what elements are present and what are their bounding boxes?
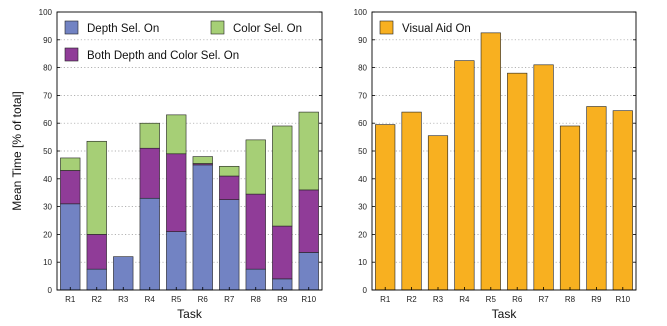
bar-segment (139, 122, 160, 149)
legend-label: Visual Aid On (402, 23, 471, 35)
bar-segment (113, 256, 134, 291)
bar-segment (192, 164, 213, 291)
bar-segment (245, 139, 266, 195)
bar-segment (427, 135, 449, 291)
bar-segment (166, 153, 187, 232)
bar-segment (219, 165, 240, 177)
y-tick-label: 20 (43, 230, 52, 239)
y-tick-label: 50 (43, 147, 52, 156)
y-tick-label: 20 (358, 230, 367, 239)
y-tick-label: 80 (43, 64, 52, 73)
x-tick-label: R5 (486, 295, 497, 304)
x-axis-label: Task (492, 307, 518, 321)
legend-label: Color Sel. On (233, 23, 302, 35)
y-tick-label: 90 (358, 36, 367, 45)
bar-segment (507, 72, 528, 291)
x-tick-label: R9 (591, 295, 602, 304)
x-tick-label: R1 (380, 295, 391, 304)
y-tick-label: 90 (43, 36, 52, 45)
bar-segment (480, 32, 501, 291)
bar-segment (192, 156, 213, 164)
legend: Depth Sel. On Color Sel. On Both Depth and… (64, 20, 302, 62)
bar-segment (60, 203, 81, 291)
bar-segment (454, 60, 475, 291)
legend: Visual Aid On (379, 20, 471, 35)
legend-swatch (210, 20, 225, 35)
legend-label: Depth Sel. On (87, 23, 159, 35)
bar-segment (272, 125, 293, 227)
bar-segment (166, 231, 187, 291)
legend-label: Both Depth and Color Sel. On (87, 50, 239, 62)
plot-frame (371, 11, 637, 291)
legend-swatch (379, 20, 394, 35)
bar-segment (533, 64, 554, 291)
x-tick-label: R2 (406, 295, 417, 304)
legend-swatch (64, 47, 79, 62)
y-tick-label: 30 (43, 203, 52, 212)
x-tick-label: R2 (92, 295, 103, 304)
bar-segment (219, 199, 240, 291)
bar-segment (166, 114, 187, 155)
y-tick-label: 10 (358, 258, 367, 267)
x-axis-label: Task (177, 307, 203, 321)
bar-segment (375, 124, 396, 291)
x-tick-label: R9 (277, 295, 288, 304)
x-tick-label: R8 (565, 295, 576, 304)
y-tick-label: 100 (39, 8, 53, 17)
x-tick-label: R10 (301, 295, 316, 304)
bar-segment (86, 268, 107, 291)
y-tick-label: 70 (358, 91, 367, 100)
y-tick-label: 100 (354, 8, 368, 17)
bar-segment (298, 252, 319, 291)
x-tick-label: R8 (251, 295, 262, 304)
x-tick-label: R10 (615, 295, 630, 304)
x-tick-label: R4 (459, 295, 470, 304)
bar-segment (401, 111, 422, 291)
x-tick-label: R6 (512, 295, 523, 304)
y-tick-label: 60 (43, 119, 52, 128)
bar-segment (245, 268, 266, 291)
x-tick-label: R5 (171, 295, 182, 304)
bar-segment (272, 225, 293, 280)
y-axis-label: Mean Time [% of total] (10, 91, 24, 210)
plot-frame (56, 11, 323, 291)
y-tick-label: 60 (358, 119, 367, 128)
bar-segment (612, 110, 633, 291)
bar-segment (559, 125, 581, 291)
bar-segment (60, 157, 81, 171)
right-chart-panel: 0 10 20 30 40 50 60 70 80 90 100 R1 R2 R3 R4 R5 R6 R7 R8 R9… (354, 8, 637, 321)
x-tick-label: R3 (118, 295, 129, 304)
y-tick-label: 50 (358, 147, 367, 156)
bar-segment (60, 170, 81, 205)
bar-segment (586, 106, 607, 291)
y-tick-label: 0 (363, 286, 368, 295)
left-chart-panel: 0 10 20 30 40 50 60 70 80 90 100 R1 R2 R3 R4 R5 R6 R7 R8 R9… (10, 8, 323, 321)
bar-segment (139, 197, 160, 291)
bar-segment (298, 189, 319, 253)
bar-segment (86, 140, 107, 235)
bar-segment (298, 111, 319, 191)
y-tick-label: 80 (358, 64, 367, 73)
y-tick-label: 10 (43, 258, 52, 267)
y-tick-label: 70 (43, 91, 52, 100)
y-tick-label: 40 (358, 175, 367, 184)
x-tick-label: R4 (145, 295, 156, 304)
x-tick-label: R6 (198, 295, 209, 304)
bar-segment (139, 147, 160, 199)
bar-segment (86, 234, 107, 270)
legend-swatch (64, 20, 79, 35)
y-tick-label: 30 (358, 203, 367, 212)
y-tick-label: 40 (43, 175, 52, 184)
x-tick-label: R1 (65, 295, 76, 304)
x-tick-label: R7 (224, 295, 235, 304)
bar-segment (245, 193, 266, 270)
y-tick-label: 0 (48, 286, 53, 295)
x-tick-label: R3 (433, 295, 444, 304)
x-tick-label: R7 (538, 295, 549, 304)
bar-segment (219, 175, 240, 200)
